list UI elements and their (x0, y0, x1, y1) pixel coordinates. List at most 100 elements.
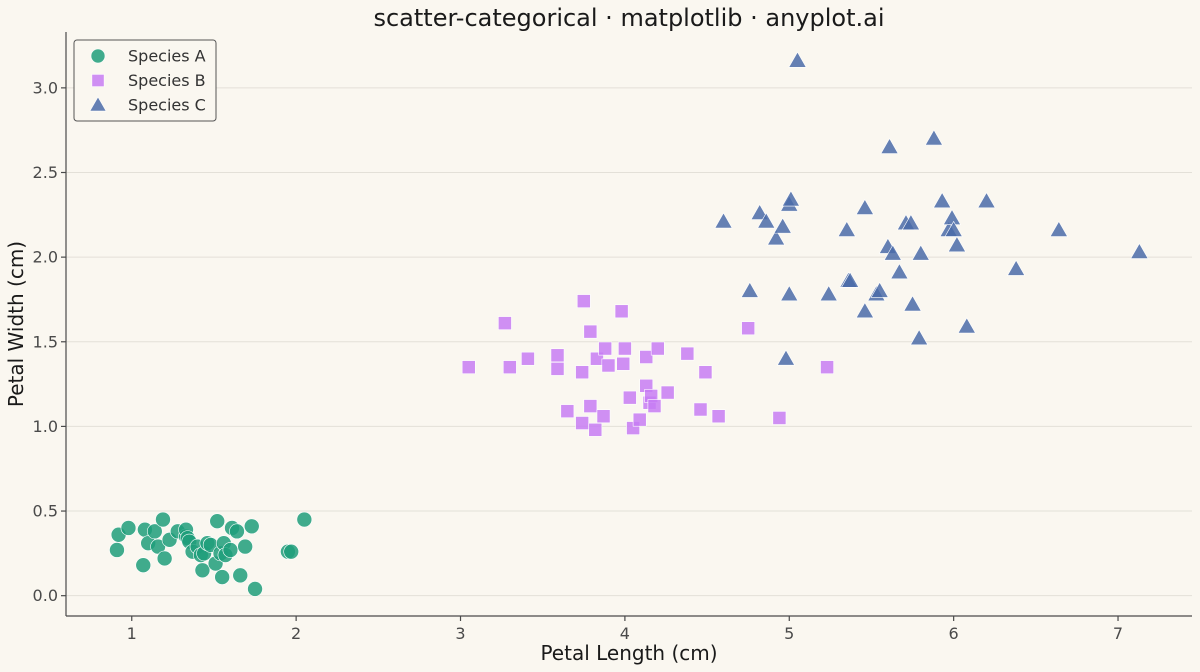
x-tick-label: 5 (784, 624, 794, 643)
data-point-square (583, 399, 598, 413)
data-point-triangle (819, 285, 838, 302)
data-point-triangle (840, 271, 860, 288)
data-point-circle (247, 581, 263, 597)
data-point-square (498, 316, 512, 331)
x-tick-label: 6 (949, 624, 959, 643)
data-point-circle (222, 542, 239, 558)
data-point-square (560, 404, 575, 419)
data-point-square (550, 348, 565, 363)
data-point-circle (156, 550, 173, 567)
x-tick-label: 2 (291, 624, 301, 643)
data-point-square (502, 360, 517, 375)
data-point-square (598, 341, 613, 356)
data-point-square (680, 346, 695, 361)
legend-label: Species A (128, 47, 206, 66)
data-point-square (601, 358, 616, 373)
data-point-triangle (924, 129, 944, 146)
y-tick-label: 0.5 (33, 502, 58, 521)
data-point-triangle (957, 317, 976, 334)
data-point-square (698, 365, 713, 380)
data-point-triangle (776, 349, 796, 366)
data-point-triangle (781, 190, 801, 207)
data-point-circle (243, 518, 260, 535)
data-point-square (622, 390, 637, 405)
legend-frame (73, 39, 217, 122)
data-point-square (741, 321, 756, 336)
data-point-circle (150, 538, 166, 555)
y-tick-label: 1.0 (33, 417, 58, 436)
data-point-triangle (855, 198, 875, 215)
data-point-triangle (911, 244, 930, 261)
data-point-triangle (855, 302, 875, 319)
data-point-square (639, 350, 654, 364)
data-point-triangle (933, 192, 952, 209)
data-point-triangle (870, 281, 889, 298)
data-point-triangle (977, 192, 996, 209)
legend-marker-triangle (89, 96, 107, 112)
data-point-circle (296, 511, 313, 528)
data-point-square (550, 361, 565, 376)
data-point-triangle (740, 281, 759, 298)
y-tick-label: 0.0 (33, 586, 58, 605)
y-tick-label: 2.0 (33, 248, 58, 267)
data-point-square (650, 341, 665, 356)
legend-marker-circle (90, 48, 106, 64)
data-point-triangle (890, 263, 909, 280)
data-point-square (575, 365, 590, 380)
data-point-triangle (1130, 242, 1149, 259)
data-point-square (596, 409, 611, 424)
data-point-triangle (1049, 220, 1068, 237)
data-point-triangle (773, 217, 792, 234)
data-point-triangle (901, 214, 921, 231)
y-tick-label: 3.0 (33, 78, 58, 97)
data-point-triangle (903, 295, 922, 312)
x-tick-label: 1 (127, 624, 137, 643)
data-point-triangle (883, 244, 902, 261)
data-point-circle (146, 523, 163, 540)
data-point-triangle (766, 229, 786, 246)
data-point-square (576, 294, 591, 309)
data-point-square (583, 324, 598, 339)
data-point-triangle (837, 220, 856, 237)
y-axis-label: Petal Width (cm) (4, 241, 28, 407)
data-point-square (820, 360, 834, 375)
data-point-square (618, 341, 632, 356)
x-tick-label: 3 (455, 624, 465, 643)
data-points (109, 51, 1149, 597)
data-point-square (647, 399, 662, 413)
data-point-square (772, 411, 787, 425)
data-point-circle (237, 538, 253, 555)
data-point-square (588, 422, 603, 437)
data-point-triangle (714, 212, 733, 229)
chart-title: scatter-categorical · matplotlib · anypl… (373, 4, 884, 32)
legend-label: Species C (128, 96, 206, 115)
legend: Species A Species B Species C (73, 39, 217, 122)
data-point-circle (283, 543, 300, 560)
data-point-square (521, 351, 535, 366)
data-point-circle (109, 542, 125, 558)
data-point-circle (209, 513, 226, 530)
data-point-square (693, 402, 708, 417)
data-point-triangle (750, 203, 769, 220)
data-point-triangle (947, 236, 967, 253)
y-ticks: 0.0 0.5 1.0 1.5 2.0 2.5 3.0 (33, 78, 66, 605)
legend-label: Species B (128, 71, 206, 90)
data-point-triangle (909, 329, 929, 346)
data-point-triangle (1006, 259, 1026, 276)
data-point-square (461, 360, 476, 375)
x-tick-label: 4 (620, 624, 630, 643)
x-tick-label: 7 (1113, 624, 1123, 643)
data-point-triangle (780, 285, 799, 302)
legend-marker-square (91, 74, 105, 87)
data-point-triangle (757, 212, 776, 229)
data-point-triangle (788, 51, 807, 68)
data-point-square (632, 412, 647, 427)
x-axis-label: Petal Length (cm) (540, 641, 717, 665)
data-point-circle (120, 520, 137, 536)
data-point-circle (232, 567, 249, 584)
x-ticks: 1 2 3 4 5 6 7 (127, 616, 1123, 643)
data-point-square (660, 385, 675, 400)
y-tick-label: 2.5 (33, 163, 58, 182)
data-point-square (616, 356, 631, 371)
